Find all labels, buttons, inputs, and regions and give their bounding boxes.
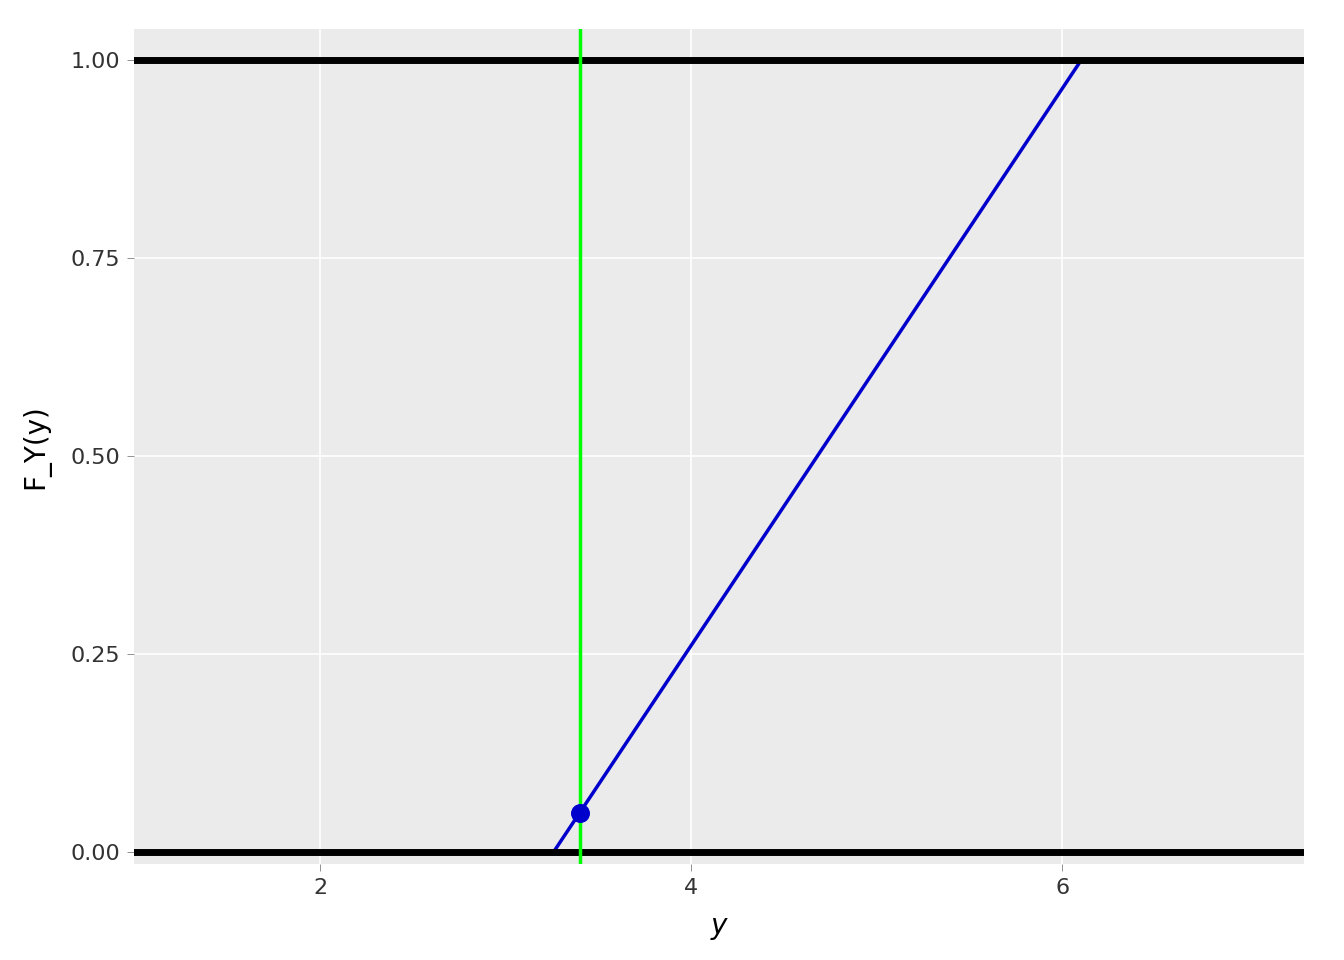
- X-axis label: y: y: [711, 912, 727, 940]
- Point: [569, 804, 590, 820]
- Y-axis label: F_Y(y): F_Y(y): [22, 404, 50, 489]
